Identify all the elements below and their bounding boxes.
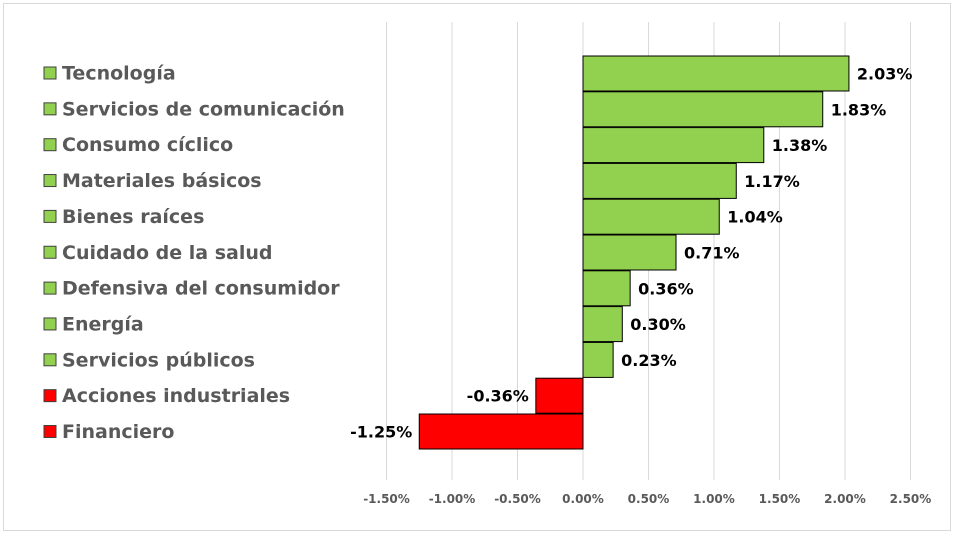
- bar: [582, 234, 677, 271]
- legend-label: Energía: [62, 313, 144, 335]
- x-tick-label: 0.00%: [562, 492, 604, 506]
- data-label: 1.04%: [727, 208, 783, 227]
- bar: [582, 306, 623, 343]
- bar: [582, 270, 631, 307]
- legend-swatch: [43, 245, 57, 259]
- data-label: -0.36%: [467, 387, 529, 406]
- x-tick-label: 2.50%: [890, 492, 932, 506]
- legend-label: Defensiva del consumidor: [62, 278, 340, 300]
- legend-label: Bienes raíces: [62, 206, 204, 228]
- bar: [582, 162, 737, 199]
- data-label: 0.36%: [638, 279, 694, 298]
- bar: [535, 377, 584, 414]
- legend: Tecnología Servicios de comunicación Consu…: [43, 63, 345, 443]
- legend-label: Financiero: [62, 421, 174, 443]
- x-tick-label: 0.50%: [628, 492, 670, 506]
- legend-label: Materiales básicos: [62, 170, 262, 192]
- x-tick-label: -1.00%: [429, 492, 476, 506]
- data-labels: 2.03% 1.83%1.38% 1.17% 1.04% 0.71% 0.36% 0.30%…: [350, 65, 912, 442]
- gridlines: [386, 22, 911, 480]
- legend-swatch: [43, 281, 57, 295]
- legend-swatch: [43, 138, 57, 152]
- data-label: 1.17%: [744, 172, 800, 191]
- bar: [418, 413, 584, 450]
- bar: [582, 198, 720, 235]
- bar: [582, 127, 765, 164]
- bar: [582, 91, 824, 128]
- bars: [418, 55, 850, 450]
- legend-swatch: [43, 66, 57, 80]
- x-tick-label: 2.00%: [824, 492, 866, 506]
- legend-label: Acciones industriales: [62, 385, 290, 407]
- x-axis-ticks: -1.50% -1.00% -0.50% 0.00% 0.50% 1.00% 1.50% 2.…: [363, 492, 931, 506]
- legend-swatch: [43, 174, 57, 188]
- data-label: -1.25%: [350, 423, 412, 442]
- legend-swatch: [43, 102, 57, 116]
- x-tick-label: 1.00%: [693, 492, 735, 506]
- legend-label: Cuidado de la salud: [62, 242, 273, 264]
- legend-label: Servicios públicos: [62, 349, 255, 371]
- legend-label: Consumo cíclico: [62, 134, 233, 156]
- legend-label: Tecnología: [62, 63, 176, 85]
- legend-label: Servicios de comunicación: [62, 98, 345, 120]
- data-label: 0.30%: [630, 315, 686, 334]
- x-tick-label: -0.50%: [494, 492, 541, 506]
- legend-swatch: [43, 317, 57, 331]
- legend-swatch: [43, 353, 57, 367]
- x-tick-label: -1.50%: [363, 492, 410, 506]
- legend-swatch: [43, 209, 57, 223]
- x-tick-label: 1.50%: [759, 492, 801, 506]
- legend-swatch: [43, 389, 57, 403]
- data-label: 1.83%: [831, 100, 887, 119]
- data-label: 2.03%: [857, 65, 913, 84]
- data-label: 0.23%: [621, 351, 677, 370]
- bar: [582, 341, 614, 378]
- data-label: 1.38%: [772, 136, 828, 155]
- data-label: 0.71%: [684, 244, 740, 263]
- legend-swatch: [43, 425, 57, 438]
- bar: [582, 55, 850, 92]
